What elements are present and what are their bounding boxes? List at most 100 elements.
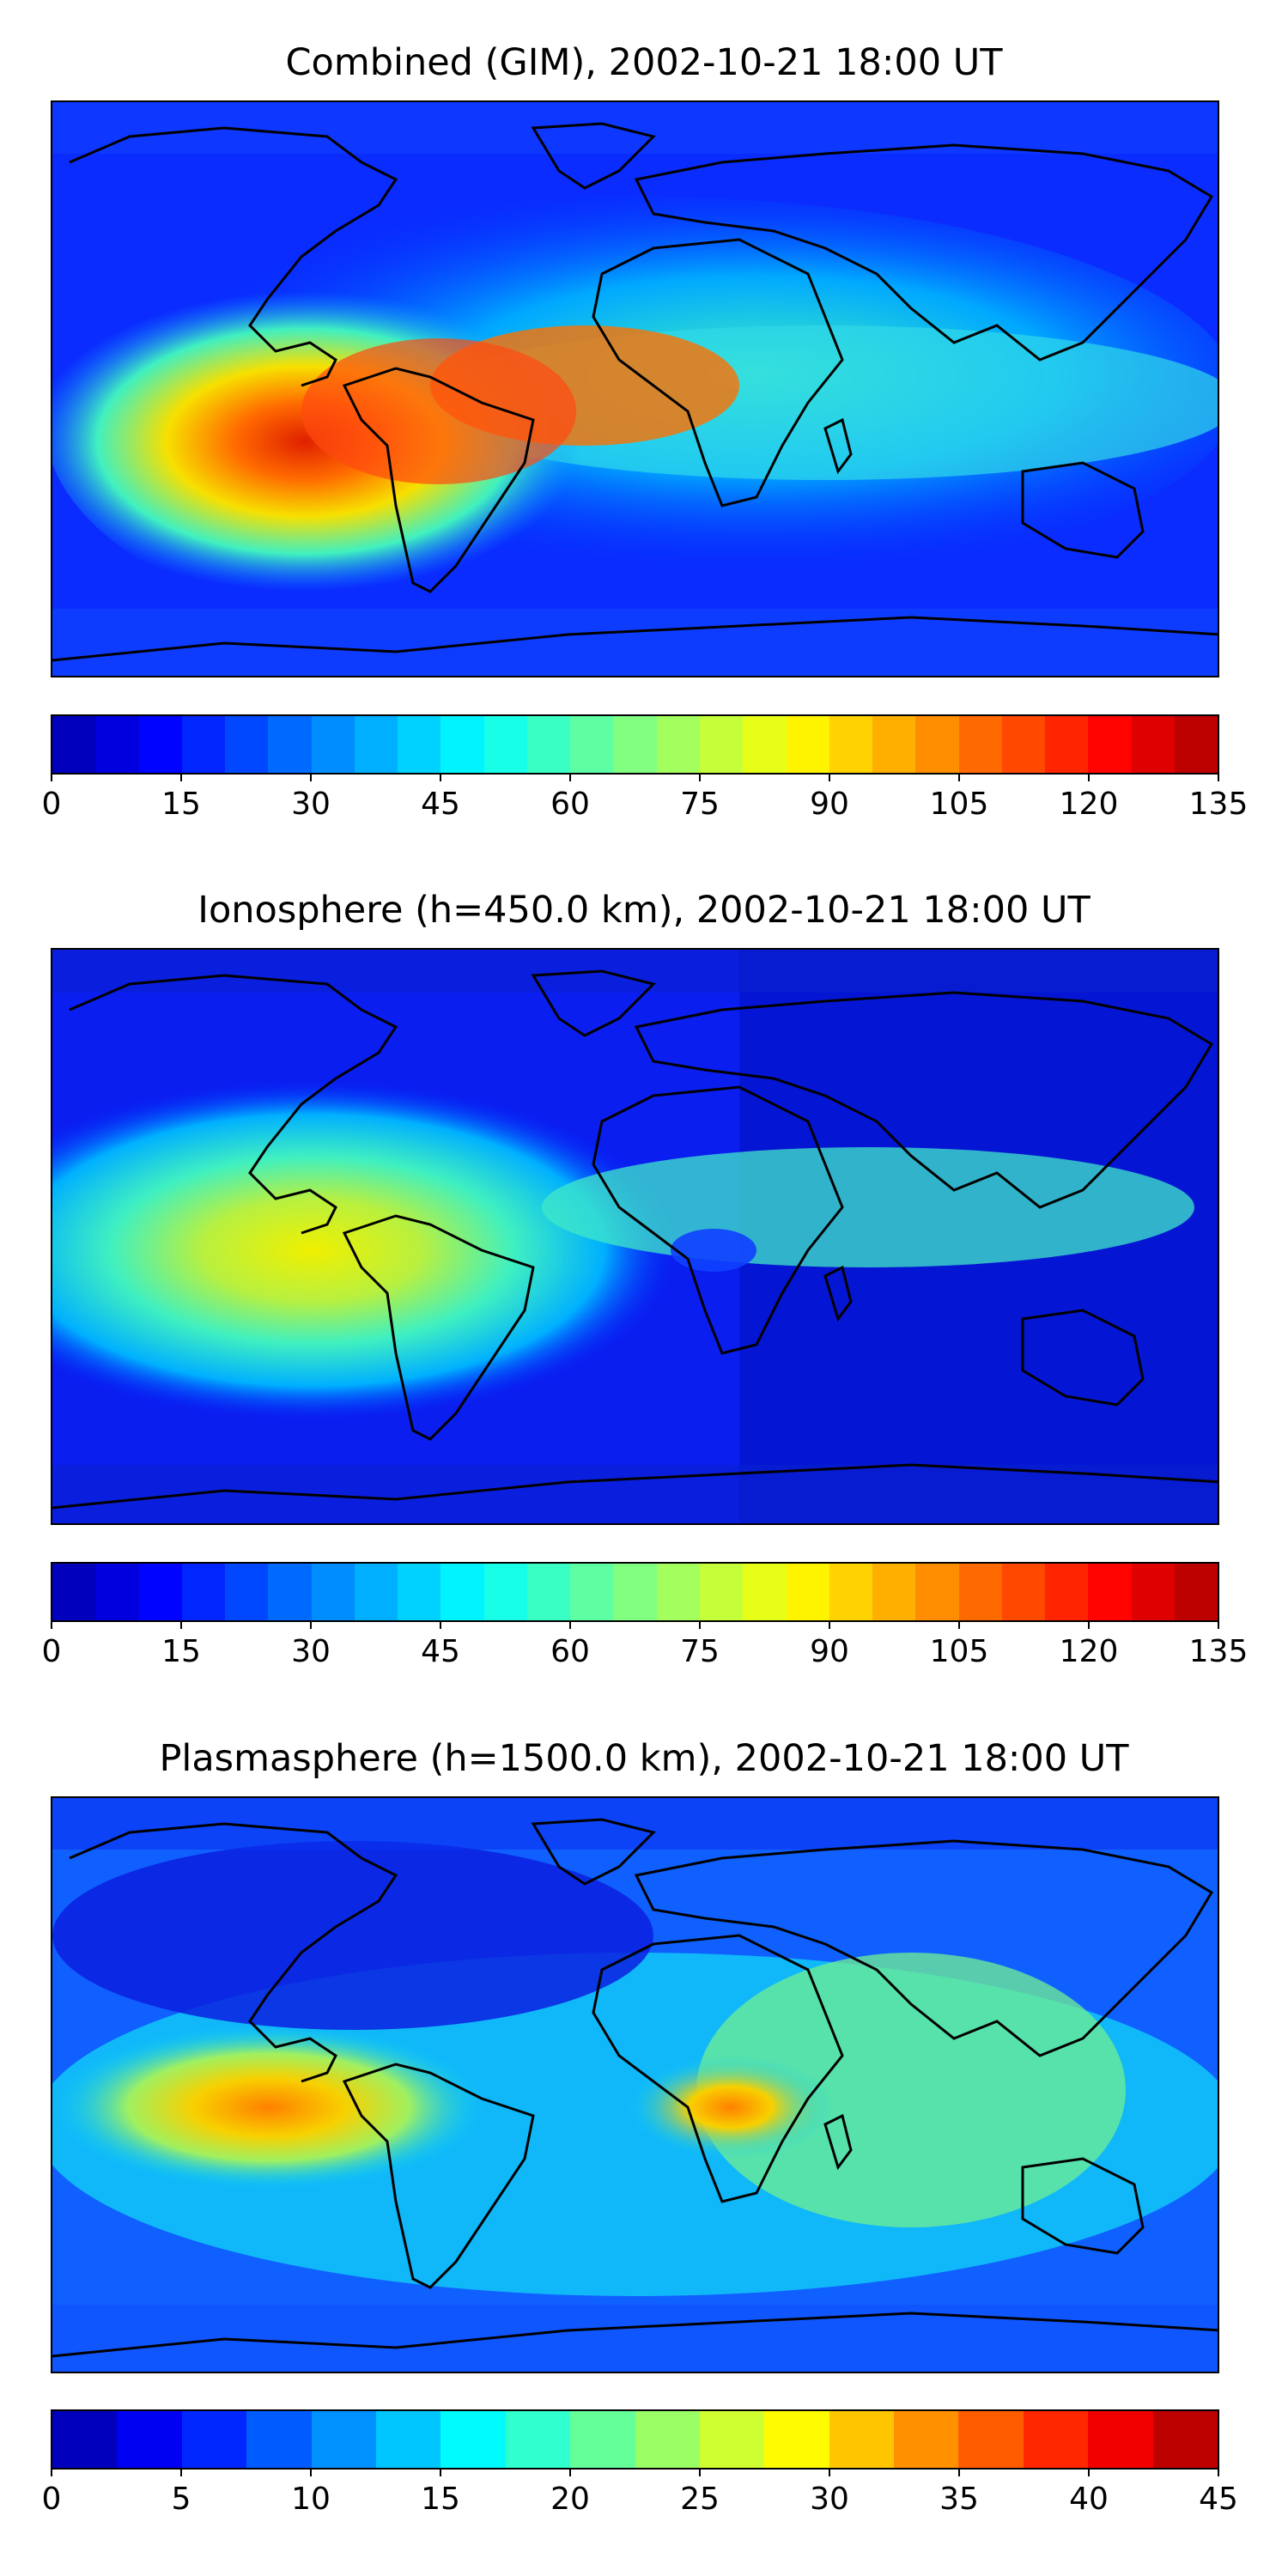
colorbar-tick-label: 75 [680,787,720,822]
colorbar-tick [569,1620,571,1629]
colorbar-segment [440,2411,506,2468]
colorbar-ticks-ionosphere: 0 15 30 45 60 75 90 105 120 135 [42,1620,1248,1672]
colorbar-segment [1045,716,1089,773]
colorbar-combined [51,714,1219,775]
colorbar-tick [958,1620,960,1629]
colorbar-segment [829,2411,895,2468]
colorbar-segment [613,716,657,773]
colorbar-tick [440,2468,441,2476]
colorbar-segment [398,716,441,773]
colorbar-segment [95,716,139,773]
colorbar-tick [829,2468,830,2476]
colorbar-tick [51,773,52,781]
map-ionosphere [51,948,1219,1525]
colorbar-tick [440,773,441,781]
colorbar-segment [181,1564,226,1620]
colorbar-segment [225,716,269,773]
colorbar-tick [180,1620,182,1629]
colorbar-tick-label: 90 [810,787,849,822]
colorbar-segment [246,2411,312,2468]
colorbar-tick [51,1620,52,1629]
colorbar-tick [1218,1620,1219,1629]
colorbar-segment [52,1564,96,1620]
colorbar-tick [569,2468,571,2476]
colorbar-tick-label: 0 [41,1634,62,1669]
colorbar-segment [699,1564,744,1620]
colorbar-tick [829,773,830,781]
colorbar-segment [268,716,312,773]
colorbar-segment [398,1564,441,1620]
colorbar-segment [311,1564,355,1620]
colorbar-tick [180,773,182,781]
colorbar-tick [310,2468,312,2476]
colorbar-tick-label: 15 [421,2482,460,2517]
colorbar-segment [1131,716,1175,773]
colorbar-segment [52,2411,118,2468]
colorbar-segment [526,1564,571,1620]
colorbar-segment [699,2411,765,2468]
colorbar-segment [786,1564,829,1620]
colorbar-segment [483,1564,527,1620]
colorbar-segment [743,1564,787,1620]
colorbar-tick-label: 135 [1188,787,1249,822]
colorbar-segment [1001,716,1046,773]
colorbar-segment [894,2411,959,2468]
colorbar-tick-label: 30 [291,787,331,822]
colorbar-segment [958,1564,1002,1620]
colorbar-tick-label: 40 [1069,2482,1109,2517]
colorbar-tick-label: 15 [161,1634,201,1669]
colorbar-segment [311,2411,376,2468]
colorbar-segment [699,716,744,773]
colorbar-tick [1088,1620,1090,1629]
colorbar-segment [872,716,916,773]
colorbar-tick-label: 60 [550,787,590,822]
colorbar-segment [440,716,484,773]
colorbar-tick-label: 120 [1059,1634,1119,1669]
colorbar-tick-label: 60 [550,1634,590,1669]
colorbar-segment [1174,716,1218,773]
colorbar-ticks-combined: 0 15 30 45 60 75 90 105 120 135 [42,773,1248,824]
colorbar-segment [958,2411,1024,2468]
colorbar-tick-label: 75 [680,1634,720,1669]
colorbar-segment [915,716,959,773]
colorbar-segment [1045,1564,1089,1620]
colorbar-segment [656,1564,700,1620]
colorbar-segment [570,1564,614,1620]
colorbar-tick-label: 105 [929,1634,989,1669]
colorbar-segment [829,1564,873,1620]
colorbar-tick [1218,2468,1219,2476]
colorbar-segment [138,716,182,773]
colorbar-segment [1174,1564,1218,1620]
panel-title-combined: Combined (GIM), 2002-10-21 18:00 UT [285,41,1003,84]
colorbar-segment [117,2411,182,2468]
colorbar-segment [354,716,398,773]
colorbar-tick [180,2468,182,2476]
colorbar-segment [268,1564,312,1620]
colorbar-segment [181,2411,247,2468]
colorbar-tick-label: 30 [810,2482,849,2517]
colorbar-segment [958,716,1002,773]
colorbar-tick [51,2468,52,2476]
colorbar-tick-label: 15 [161,787,201,822]
colorbar-segment [526,716,571,773]
colorbar-segment [375,2411,441,2468]
colorbar-tick-label: 35 [939,2482,979,2517]
colorbar-segment [52,716,96,773]
colorbar-tick-label: 0 [41,2482,62,2517]
colorbar-ticks-plasmasphere: 0 5 10 15 20 25 30 35 40 45 [42,2468,1238,2519]
colorbar-tick [699,1620,701,1629]
colorbar-segment [181,716,226,773]
colorbar-tick-label: 45 [1199,2482,1238,2517]
map-combined [51,100,1219,677]
colorbar-segment [311,716,355,773]
colorbar-segment [764,2411,829,2468]
colorbar-segment [656,716,700,773]
colorbar-segment [505,2411,571,2468]
colorbar-segment [95,1564,139,1620]
colorbar-segment [915,1564,959,1620]
map-plasmasphere [51,1796,1219,2373]
colorbar-tick [1088,773,1090,781]
colorbar-tick-label: 45 [421,1634,460,1669]
panel-title-ionosphere: Ionosphere (h=450.0 km), 2002-10-21 18:0… [197,889,1091,932]
colorbar-segment [138,1564,182,1620]
